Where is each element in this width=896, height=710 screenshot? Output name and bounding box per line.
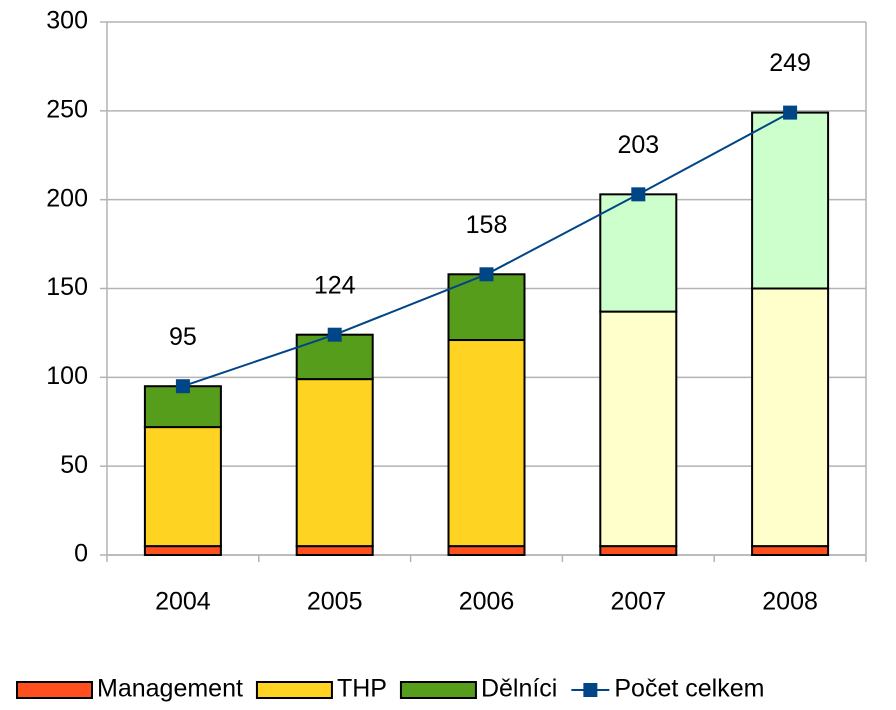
y-tick-label: 150 bbox=[46, 273, 88, 301]
bar-segment bbox=[751, 111, 830, 290]
bar-segment bbox=[143, 545, 222, 556]
legend-label: Dělníci bbox=[481, 675, 557, 703]
x-tick-label: 2004 bbox=[155, 588, 211, 616]
bar-segment bbox=[751, 545, 830, 556]
x-tick-label: 2008 bbox=[762, 588, 818, 616]
x-tick-label: 2005 bbox=[307, 588, 363, 616]
legend-label: Počet celkem bbox=[614, 675, 764, 703]
bar-segment bbox=[143, 426, 222, 548]
line-marker bbox=[479, 267, 494, 282]
bar-segment bbox=[295, 333, 374, 381]
legend-swatch bbox=[255, 681, 333, 699]
bar-segment bbox=[295, 378, 374, 548]
bar-segment bbox=[751, 287, 830, 548]
data-label: 124 bbox=[314, 271, 356, 299]
legend-label: THP bbox=[337, 675, 387, 703]
y-tick-label: 0 bbox=[74, 540, 88, 568]
bar-segment bbox=[599, 545, 678, 556]
bar-segment bbox=[447, 339, 526, 548]
line-marker bbox=[175, 379, 190, 394]
x-tick-label: 2006 bbox=[459, 588, 515, 616]
y-tick-label: 250 bbox=[46, 95, 88, 123]
line-marker bbox=[327, 327, 342, 342]
bar-segment bbox=[447, 545, 526, 556]
x-tick-label: 2007 bbox=[610, 588, 666, 616]
legend-swatch bbox=[399, 681, 477, 699]
legend-label: Management bbox=[97, 675, 243, 703]
y-tick-label: 300 bbox=[46, 7, 88, 35]
data-label: 158 bbox=[466, 211, 508, 239]
data-label: 203 bbox=[617, 131, 659, 159]
line-marker bbox=[631, 187, 646, 202]
legend-marker bbox=[583, 683, 598, 697]
data-label: 95 bbox=[169, 323, 197, 351]
y-tick-label: 100 bbox=[46, 362, 88, 390]
bar-segment bbox=[295, 545, 374, 556]
bar-segment bbox=[599, 193, 678, 313]
y-tick-label: 200 bbox=[46, 184, 88, 212]
bar-segment bbox=[599, 310, 678, 548]
line-marker bbox=[783, 105, 798, 120]
legend-swatch bbox=[16, 681, 93, 699]
data-label: 249 bbox=[769, 49, 811, 77]
y-tick-label: 50 bbox=[60, 451, 88, 479]
